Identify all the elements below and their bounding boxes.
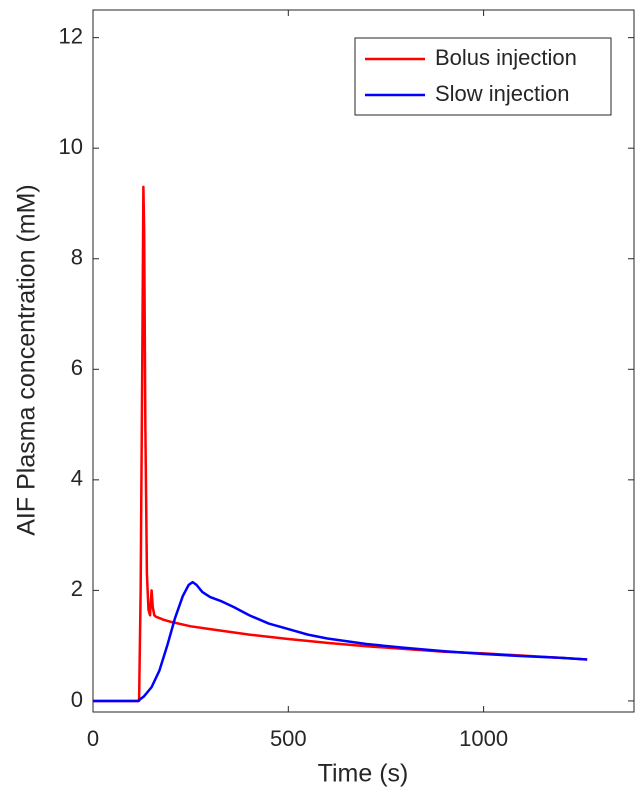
legend-label: Bolus injection <box>435 45 577 70</box>
y-tick-label: 6 <box>71 355 83 380</box>
legend-box <box>354 37 612 116</box>
y-tick-label: 10 <box>59 134 83 159</box>
y-tick-label: 8 <box>71 245 83 270</box>
y-tick-label: 0 <box>71 687 83 712</box>
x-axis-label: Time (s) <box>318 760 409 788</box>
line <box>93 185 588 703</box>
x-tick-label: 1000 <box>459 726 508 751</box>
y-tick-label: 2 <box>71 576 83 601</box>
y-axis-label: AIF Plasma concentration (mM) <box>13 184 41 536</box>
legend-label: Slow injection <box>435 81 570 106</box>
line <box>93 580 588 703</box>
x-tick-label: 0 <box>87 726 99 751</box>
y-tick-label: 12 <box>59 23 83 48</box>
plot-frame <box>92 9 635 713</box>
y-tick-label: 4 <box>71 466 83 491</box>
x-tick-label: 500 <box>270 726 307 751</box>
